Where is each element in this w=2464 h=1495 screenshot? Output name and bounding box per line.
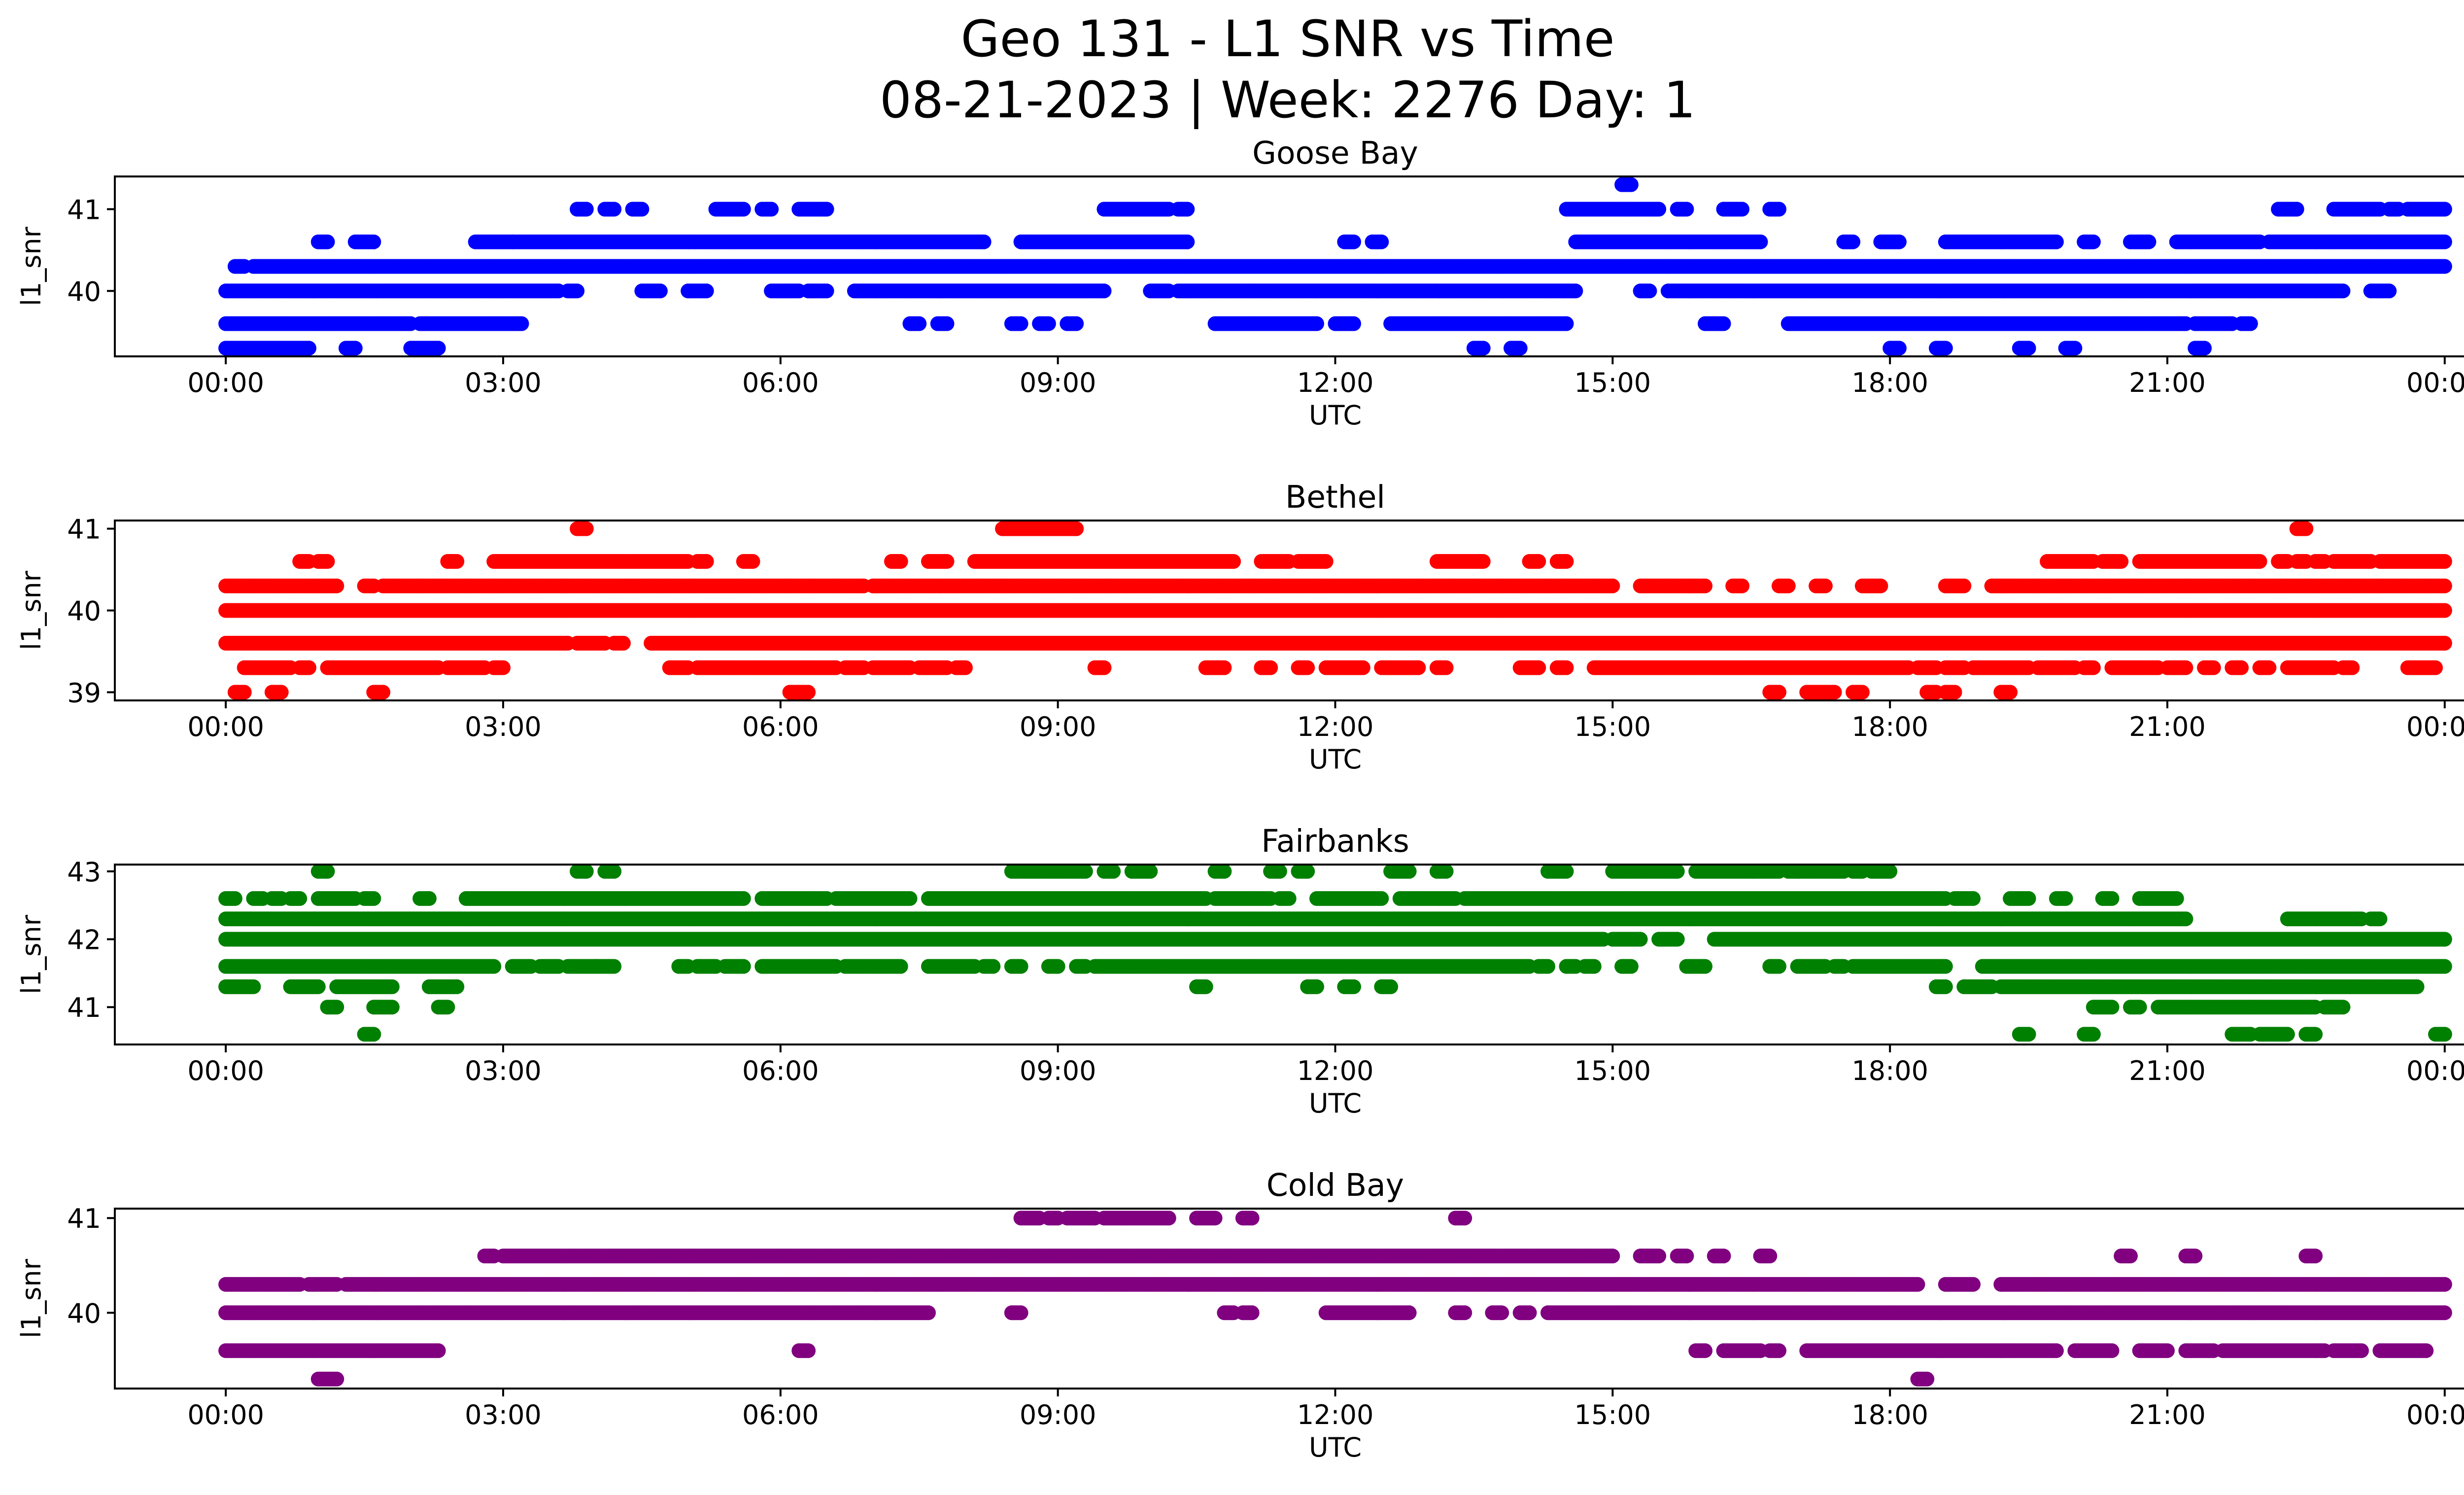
data-point-goose-bay-1-1-5	[570, 283, 585, 299]
data-point-goose-bay-1-10-365	[2335, 283, 2351, 299]
data-point-bethel-0-5-5	[1735, 578, 1749, 593]
data-point-bethel-0-0-60	[329, 578, 344, 593]
data-point-goose-bay-5-4-5	[764, 202, 779, 217]
data-points-bethel	[218, 521, 2452, 700]
subplot-title-bethel: Bethel	[1285, 479, 1385, 515]
data-point-goose-bay-2-7-55	[1309, 316, 1324, 331]
data-point-goose-bay-2-2-5	[912, 316, 927, 331]
data-point-bethel-0-7-5	[1817, 578, 1833, 593]
data-point-goose-bay-3-5-5	[1891, 341, 1907, 356]
y-axis-label-goose-bay: l1_snr	[16, 226, 47, 306]
data-point-bethel-0-8-10	[1873, 578, 1888, 593]
data-point-goose-bay-2-13-5	[2243, 316, 2258, 331]
data-point-goose-bay-1-6-135	[1096, 283, 1112, 299]
data-point-goose-bay-0-2-420	[2437, 259, 2452, 274]
figure-title-line2: 08-21-2023 | Week: 2276 Day: 1	[880, 71, 1696, 130]
data-point-goose-bay-1-5-10	[819, 283, 834, 299]
x-tick-label-goose-bay-8: 00:00	[2406, 367, 2464, 398]
data-point-goose-bay-5-7-5	[1180, 202, 1195, 217]
data-point-bethel-0-4-35	[1698, 578, 1712, 593]
data-points-goose-bay	[218, 177, 2452, 356]
data-point-goose-bay-5-3-15	[736, 202, 751, 217]
data-point-goose-bay-5-11-5	[1772, 202, 1786, 217]
data-point-goose-bay-4-12-10	[2141, 234, 2156, 249]
data-point-goose-bay-4-4-90	[1180, 234, 1195, 249]
data-point-goose-bay-1-8-215	[1568, 283, 1583, 299]
data-point-goose-bay-5-0-5	[579, 202, 594, 217]
data-point-goose-bay-2-6-5	[1069, 316, 1084, 331]
data-point-goose-bay-1-9-5	[1642, 283, 1657, 299]
data-point-goose-bay-5-12-10	[2289, 202, 2304, 217]
data-point-goose-bay-5-9-5	[1679, 202, 1694, 217]
data-point-goose-bay-4-7-100	[1753, 234, 1768, 249]
data-point-goose-bay-1-3-10	[699, 283, 714, 299]
y-tick-label-goose-bay-0: 40	[67, 276, 101, 307]
figure-title: Geo 131 - L1 SNR vs Time 08-21-2023 | We…	[0, 9, 2464, 132]
data-point-goose-bay-4-9-10	[1891, 234, 1907, 249]
x-tick-label-goose-bay-6: 18:00	[1851, 367, 1928, 398]
x-tick-label-goose-bay-1: 03:00	[465, 367, 542, 398]
data-point-bethel-0-9-10	[1956, 578, 1972, 593]
data-point-goose-bay-6-0-5	[1623, 177, 1639, 192]
data-point-goose-bay-4-11-5	[2086, 234, 2101, 249]
data-point-goose-bay-3-2-15	[431, 341, 446, 356]
data-point-goose-bay-3-3-5	[1475, 341, 1491, 356]
data-point-goose-bay-2-5-5	[1041, 316, 1056, 331]
data-point-goose-bay-2-10-10	[1716, 316, 1731, 331]
data-point-goose-bay-3-8-5	[2067, 341, 2083, 356]
subplot-goose-bay: Goose Bay 00:00 03:00 06:00 09:00 12:00 15:00 1…	[16, 135, 2464, 431]
data-point-goose-bay-3-6-5	[1938, 341, 1953, 356]
data-point-bethel-0-6-5	[1780, 578, 1796, 593]
data-point-goose-bay-4-3-255	[976, 234, 992, 249]
data-point-bethel-0-10-245	[2437, 578, 2452, 593]
data-point-goose-bay-4-8-5	[1846, 234, 1861, 249]
data-point-goose-bay-2-3-5	[939, 316, 955, 331]
x-tick-label-goose-bay-0: 00:00	[187, 367, 264, 398]
y-tick-label-goose-bay-1: 41	[67, 194, 101, 225]
data-point-goose-bay-3-4-5	[1512, 341, 1528, 356]
data-point-goose-bay-5-15-20	[2437, 202, 2452, 217]
data-point-goose-bay-3-0-45	[302, 341, 316, 356]
data-point-goose-bay-5-8-50	[1651, 202, 1667, 217]
data-point-goose-bay-4-6-5	[1374, 234, 1389, 249]
data-point-goose-bay-5-1-5	[607, 202, 622, 217]
data-point-goose-bay-4-10-60	[2049, 234, 2064, 249]
data-point-goose-bay-4-1-10	[366, 234, 381, 249]
data-point-goose-bay-3-7-5	[2021, 341, 2036, 356]
data-point-goose-bay-1-2-10	[652, 283, 668, 299]
x-axis-label-goose-bay: UTC	[1309, 400, 1362, 431]
data-point-goose-bay-2-4-5	[1013, 316, 1028, 331]
data-point-goose-bay-1-11-10	[2382, 283, 2397, 299]
data-point-goose-bay-3-1-5	[347, 341, 363, 356]
x-tick-label-goose-bay-7: 21:00	[2129, 367, 2206, 398]
data-point-goose-bay-4-5-5	[1346, 234, 1361, 249]
data-point-goose-bay-4-0-5	[320, 234, 335, 249]
x-tick-label-goose-bay-4: 12:00	[1297, 367, 1374, 398]
data-point-goose-bay-5-5-15	[819, 202, 834, 217]
subplot-title-goose-bay: Goose Bay	[1252, 135, 1418, 171]
x-tick-label-goose-bay-3: 09:00	[1020, 367, 1096, 398]
data-point-goose-bay-5-2-5	[634, 202, 650, 217]
x-tick-label-goose-bay-5: 15:00	[1574, 367, 1651, 398]
data-point-goose-bay-5-10-10	[1735, 202, 1749, 217]
x-tick-label-goose-bay-2: 06:00	[742, 367, 819, 398]
data-point-goose-bay-3-9-5	[2197, 341, 2212, 356]
data-point-goose-bay-2-8-10	[1346, 316, 1361, 331]
data-point-goose-bay-2-1-55	[514, 316, 529, 331]
data-point-bethel-0-3-400	[1605, 578, 1620, 593]
figure-title-line1: Geo 131 - L1 SNR vs Time	[960, 10, 1615, 69]
data-point-goose-bay-2-9-95	[1559, 316, 1574, 331]
data-point-goose-bay-4-14-95	[2437, 234, 2452, 249]
